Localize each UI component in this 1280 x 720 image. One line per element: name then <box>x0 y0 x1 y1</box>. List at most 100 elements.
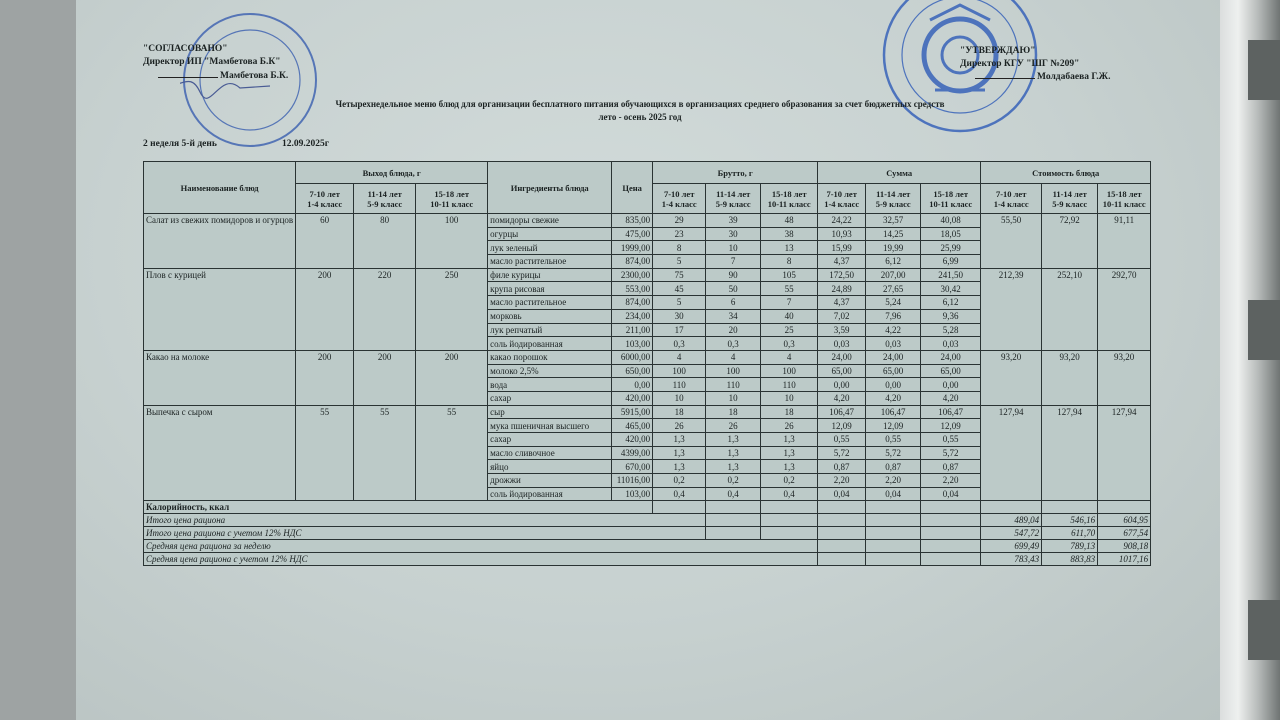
header-sum: Сумма <box>817 161 982 184</box>
ingredient-brutto: 105 <box>760 267 819 283</box>
totals-row: Итого цена рациона с учетом 12% НДС 547,7… <box>142 526 1152 541</box>
header-yield-group: 7-10 лет 1-4 класс <box>295 183 355 214</box>
background-tile <box>1248 600 1280 660</box>
ingredient-name: какао порошок <box>487 349 613 365</box>
ingredient-sum: 19,99 <box>865 240 922 256</box>
table-row: Плов с курицей 200 220 250 филе курицы 2300,0… <box>142 267 1152 351</box>
dish-yield: 55 <box>415 404 489 502</box>
calories-cell <box>705 500 762 515</box>
ingredient-price: 1999,00 <box>611 240 654 256</box>
ingredient-brutto: 75 <box>652 267 707 283</box>
ingredient-sum: 0,00 <box>920 377 982 392</box>
ingredient-brutto: 26 <box>705 418 762 433</box>
ingredient-brutto: 17 <box>652 322 707 338</box>
dish-cost: 292,70 <box>1097 267 1152 351</box>
ingredient-brutto: 90 <box>705 267 762 283</box>
ingredient-sum: 18,05 <box>920 226 982 242</box>
grade-range: 5-9 класс <box>367 198 403 209</box>
totals-label: Средняя цена рациона с учетом 12% НДС <box>142 552 819 567</box>
dish-name: Салат из свежих помидоров и огурцов <box>142 213 297 269</box>
ingredient-price: 670,00 <box>611 459 654 475</box>
dish-yield: 250 <box>415 267 489 351</box>
ingredient-sum: 0,87 <box>817 459 867 475</box>
ingredient-sum: 30,42 <box>920 281 982 297</box>
table-row: соль йодированная 103,00 0,4 0,4 0,4 0,04 0,04… <box>144 486 1151 502</box>
age-range: 15-18 лет <box>1106 188 1142 199</box>
ingredient-brutto: 10 <box>760 390 819 406</box>
calories-cell <box>1097 500 1152 515</box>
ingredient-sum: 27,65 <box>865 281 922 297</box>
ingredient-brutto: 0,3 <box>760 336 819 351</box>
header-sum-group: 15-18 лет 10-11 класс <box>920 183 982 214</box>
ingredient-brutto: 13 <box>760 240 819 256</box>
ingredient-brutto: 18 <box>760 404 819 420</box>
ingredient-name: вода <box>487 377 613 392</box>
ingredient-sum: 4,37 <box>817 254 867 269</box>
ingredient-brutto: 26 <box>652 418 707 433</box>
approval-left-heading: "СОГЛАСОВАНО" <box>143 44 228 54</box>
menu-day: 2 неделя 5-й день <box>143 139 217 149</box>
grade-range: 1-4 класс <box>824 198 860 209</box>
header-yield-group: 11-14 лет 5-9 класс <box>353 183 417 214</box>
ingredient-sum: 32,57 <box>865 213 922 228</box>
ingredient-price: 0,00 <box>611 377 654 392</box>
ingredient-brutto: 110 <box>705 377 762 392</box>
dish-cost: 93,20 <box>980 349 1043 406</box>
ingredient-sum: 5,72 <box>920 445 982 461</box>
ingredient-sum: 9,36 <box>920 308 982 324</box>
dish-cost: 55,50 <box>980 213 1043 269</box>
ingredient-brutto: 30 <box>652 308 707 324</box>
calories-cell <box>652 500 707 515</box>
ingredient-sum: 7,02 <box>817 308 867 324</box>
ingredient-brutto: 26 <box>760 418 819 433</box>
totals-row: Итого цена рациона 489,04 546,16 604,95 <box>142 513 1152 528</box>
totals-label: Средняя цена рациона за неделю <box>142 539 819 554</box>
header-cost: Стоимость блюда <box>980 161 1152 184</box>
ingredient-sum: 4,20 <box>865 390 922 406</box>
ingredient-name: масло растительное <box>487 254 613 269</box>
ingredient-brutto: 25 <box>760 322 819 338</box>
ingredient-name: помидоры свежие <box>487 213 613 228</box>
ingredient-name: масло растительное <box>487 295 613 310</box>
ingredient-sum: 5,72 <box>817 445 867 461</box>
ingredient-brutto: 7 <box>760 295 819 310</box>
ingredient-sum: 24,00 <box>817 349 867 365</box>
calories-cell <box>865 500 922 515</box>
table-row: мука пшеничная высшего 465,00 26 26 26 12,09 1… <box>144 418 1151 433</box>
ingredient-brutto: 10 <box>705 240 762 256</box>
ingredient-sum: 241,50 <box>920 267 982 283</box>
ingredient-sum: 65,00 <box>865 363 922 379</box>
ingredient-name: огурцы <box>487 226 613 242</box>
menu-table: Наименование блюд Выход блюда, г Ингреди… <box>142 161 1152 567</box>
ingredient-brutto: 0,4 <box>760 486 819 502</box>
ingredient-brutto: 8 <box>652 240 707 256</box>
ingredient-name: соль йодированная <box>487 486 613 502</box>
ingredient-price: 2300,00 <box>611 267 654 283</box>
totals-value: 604,95 <box>1097 513 1152 528</box>
header-yield-group: 15-18 лет 10-11 класс <box>415 183 489 214</box>
totals-empty-cell <box>865 552 922 567</box>
dish-yield: 200 <box>353 349 417 406</box>
ingredient-sum: 12,09 <box>920 418 982 433</box>
age-range: 7-10 лет <box>995 188 1027 199</box>
totals-row: Средняя цена рациона с учетом 12% НДС 783… <box>142 552 1152 567</box>
ingredient-brutto: 0,3 <box>652 336 707 351</box>
totals-value: 546,16 <box>1041 513 1099 528</box>
ingredient-sum: 5,24 <box>865 295 922 310</box>
age-range: 15-18 лет <box>434 188 470 199</box>
ingredient-sum: 2,20 <box>865 473 922 488</box>
ingredient-brutto: 1,3 <box>652 432 707 447</box>
table-row: масло растительное 874,00 5 6 7 4,37 5,24 6,12 <box>144 295 1151 310</box>
ingredient-sum: 106,47 <box>920 404 982 420</box>
table-row: морковь 234,00 30 34 40 7,02 7,96 9,36 <box>144 308 1151 324</box>
ingredient-brutto: 18 <box>652 404 707 420</box>
totals-value: 547,72 <box>980 526 1043 541</box>
ingredient-brutto: 29 <box>652 213 707 228</box>
ingredient-name: соль йодированная <box>487 336 613 351</box>
ingredient-name: филе курицы <box>487 267 613 283</box>
ingredient-sum: 24,00 <box>865 349 922 365</box>
totals-empty-cell <box>865 526 922 541</box>
ingredient-brutto: 110 <box>760 377 819 392</box>
ingredient-brutto: 30 <box>705 226 762 242</box>
ingredient-brutto: 4 <box>760 349 819 365</box>
